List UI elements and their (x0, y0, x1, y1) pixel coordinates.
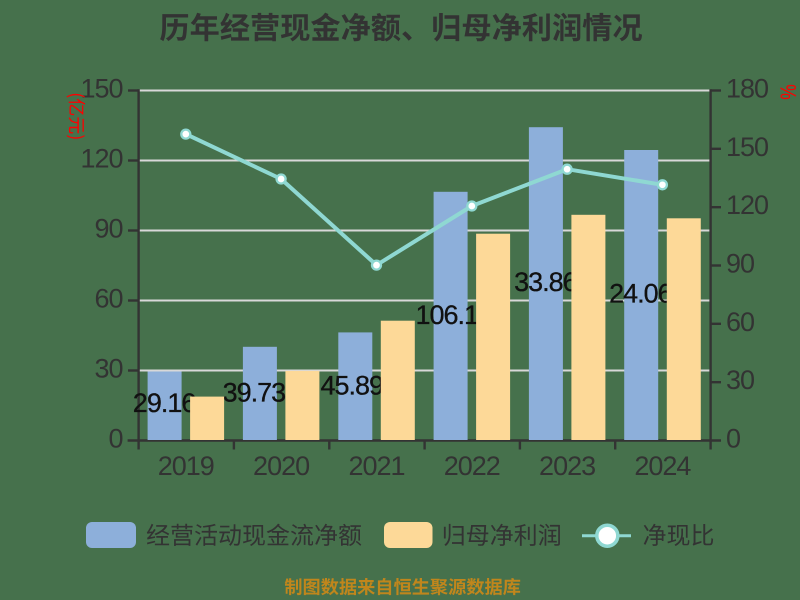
svg-text:2023: 2023 (539, 451, 595, 481)
svg-text:60: 60 (94, 284, 122, 314)
svg-text:90: 90 (94, 214, 122, 244)
svg-text:0: 0 (108, 424, 122, 454)
svg-text:180: 180 (726, 74, 768, 104)
svg-text:33.86: 33.86 (514, 267, 577, 297)
svg-text:%: % (775, 84, 800, 100)
svg-text:2020: 2020 (253, 451, 309, 481)
svg-text:150: 150 (726, 132, 768, 162)
svg-text:2021: 2021 (348, 451, 404, 481)
svg-text:24.06: 24.06 (609, 279, 672, 309)
svg-text:120: 120 (80, 144, 122, 174)
svg-text:0: 0 (726, 424, 740, 454)
svg-text:150: 150 (80, 74, 122, 104)
svg-text:29.16: 29.16 (133, 388, 196, 418)
svg-text:60: 60 (726, 307, 754, 337)
svg-text:30: 30 (94, 354, 122, 384)
svg-text:120: 120 (726, 190, 768, 220)
svg-text:2022: 2022 (444, 451, 500, 481)
svg-text:2024: 2024 (634, 451, 691, 481)
svg-text:2019: 2019 (158, 451, 214, 481)
svg-text:90: 90 (726, 249, 754, 279)
svg-text:30: 30 (726, 365, 754, 395)
